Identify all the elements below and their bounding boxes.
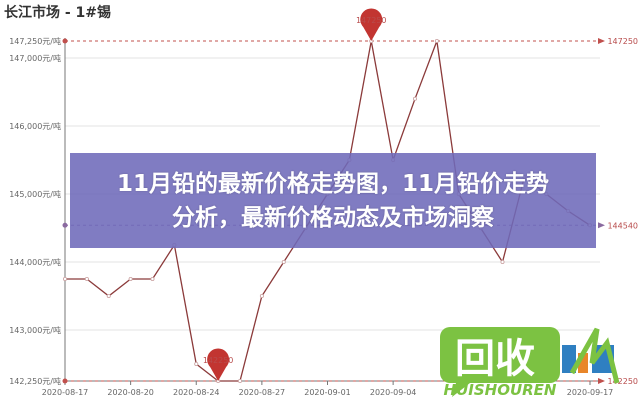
data-point bbox=[434, 39, 439, 44]
data-point bbox=[63, 276, 68, 281]
data-point bbox=[194, 361, 199, 366]
mark-line-arrow bbox=[598, 378, 605, 384]
y-tick-label: 145,000元/吨 bbox=[9, 189, 61, 199]
y-tick-label: 142,250元/吨 bbox=[9, 376, 61, 386]
y-tick-label: 143,000元/吨 bbox=[9, 325, 61, 335]
mark-line-arrow bbox=[598, 38, 605, 44]
watermark-text: 回收 bbox=[455, 336, 535, 382]
article-title-banner: 11月铅的最新价格走势图，11月铅价走势 分析，最新价格动态及市场洞察 bbox=[70, 153, 596, 248]
chart-title: 长江市场 - 1#锡 bbox=[4, 5, 112, 21]
mark-line-label: 142250 bbox=[607, 377, 638, 386]
data-point bbox=[150, 276, 155, 281]
data-point bbox=[500, 259, 505, 264]
mark-line-dot bbox=[62, 378, 68, 384]
data-point bbox=[237, 378, 242, 383]
x-tick-label: 2020-09-01 bbox=[304, 388, 351, 397]
data-point bbox=[412, 96, 417, 101]
x-tick-label: 2020-09-17 bbox=[567, 388, 614, 397]
data-point bbox=[106, 293, 111, 298]
min-marker-label: 142250 bbox=[203, 356, 234, 365]
y-tick-label: 146,000元/吨 bbox=[9, 121, 61, 131]
data-point bbox=[128, 276, 133, 281]
x-tick-label: 2020-08-24 bbox=[173, 388, 220, 397]
x-tick-label: 2020-08-27 bbox=[239, 388, 286, 397]
mark-line-label: 144540 bbox=[607, 221, 638, 230]
article-title-line-2: 分析，最新价格动态及市场洞察 bbox=[172, 204, 494, 231]
mark-line-label: 147250 bbox=[607, 37, 638, 46]
mark-line-dot bbox=[62, 38, 68, 44]
mark-line-dot bbox=[62, 222, 68, 228]
max-marker-pin bbox=[360, 8, 383, 42]
watermark-subtext: HUISHOUREN bbox=[444, 381, 557, 399]
y-tick-label: 147,250元/吨 bbox=[9, 36, 61, 46]
x-tick-label: 2020-08-17 bbox=[42, 388, 89, 397]
article-title-line-1: 11月铅的最新价格走势图，11月铅价走势 bbox=[116, 170, 549, 197]
x-tick-label: 2020-08-20 bbox=[107, 388, 154, 397]
data-point bbox=[259, 293, 264, 298]
min-marker-pin bbox=[207, 348, 230, 381]
watermark-logo: 回收 HUISHOUREN bbox=[440, 327, 620, 399]
mark-line-arrow bbox=[598, 222, 605, 229]
y-tick-label: 144,000元/吨 bbox=[9, 257, 61, 267]
data-point bbox=[281, 259, 286, 264]
data-point bbox=[84, 276, 89, 281]
y-tick-label: 147,000元/吨 bbox=[9, 53, 61, 63]
max-marker-label: 147250 bbox=[356, 16, 387, 25]
x-tick-label: 2020-09-04 bbox=[370, 388, 417, 397]
